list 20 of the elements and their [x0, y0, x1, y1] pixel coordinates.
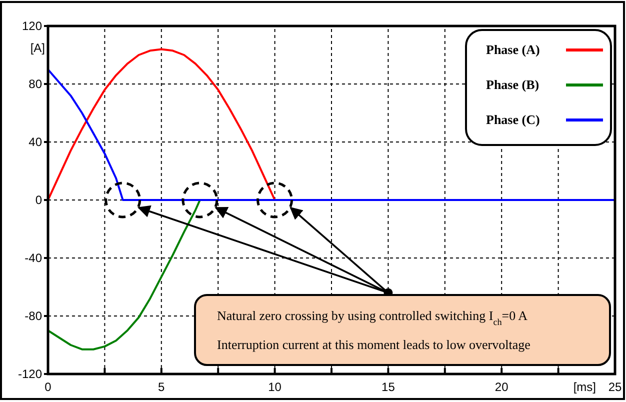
y-tick-label: 0 — [35, 193, 42, 207]
legend-label: Phase (B) — [486, 77, 540, 92]
y-axis-title: [A] — [30, 41, 45, 55]
y-tick-label: -120 — [18, 367, 42, 381]
y-tick-label: -80 — [24, 309, 42, 323]
x-tick-label: 5 — [158, 380, 166, 394]
x-tick-label: 15 — [382, 380, 396, 394]
y-tick-label: 120 — [22, 19, 42, 33]
x-tick-label: 10 — [268, 380, 282, 394]
y-tick-label: -40 — [24, 251, 42, 265]
annotation: Natural zero crossing by using controlled switching I$_{ch}$=0 A — [217, 308, 528, 327]
annotation: Interruption current at this moment leads to low overvoltage — [217, 337, 531, 352]
legend-label: Phase (C) — [486, 112, 540, 127]
x-tick-label: 0 — [44, 380, 52, 394]
legend-label: Phase (A) — [486, 42, 540, 57]
x-axis-title: [ms] — [573, 380, 596, 394]
x-tick-label: 25 — [608, 380, 622, 394]
y-tick-label: 40 — [28, 135, 42, 149]
x-tick-label: 20 — [494, 380, 509, 394]
y-tick-label: 80 — [28, 77, 42, 91]
